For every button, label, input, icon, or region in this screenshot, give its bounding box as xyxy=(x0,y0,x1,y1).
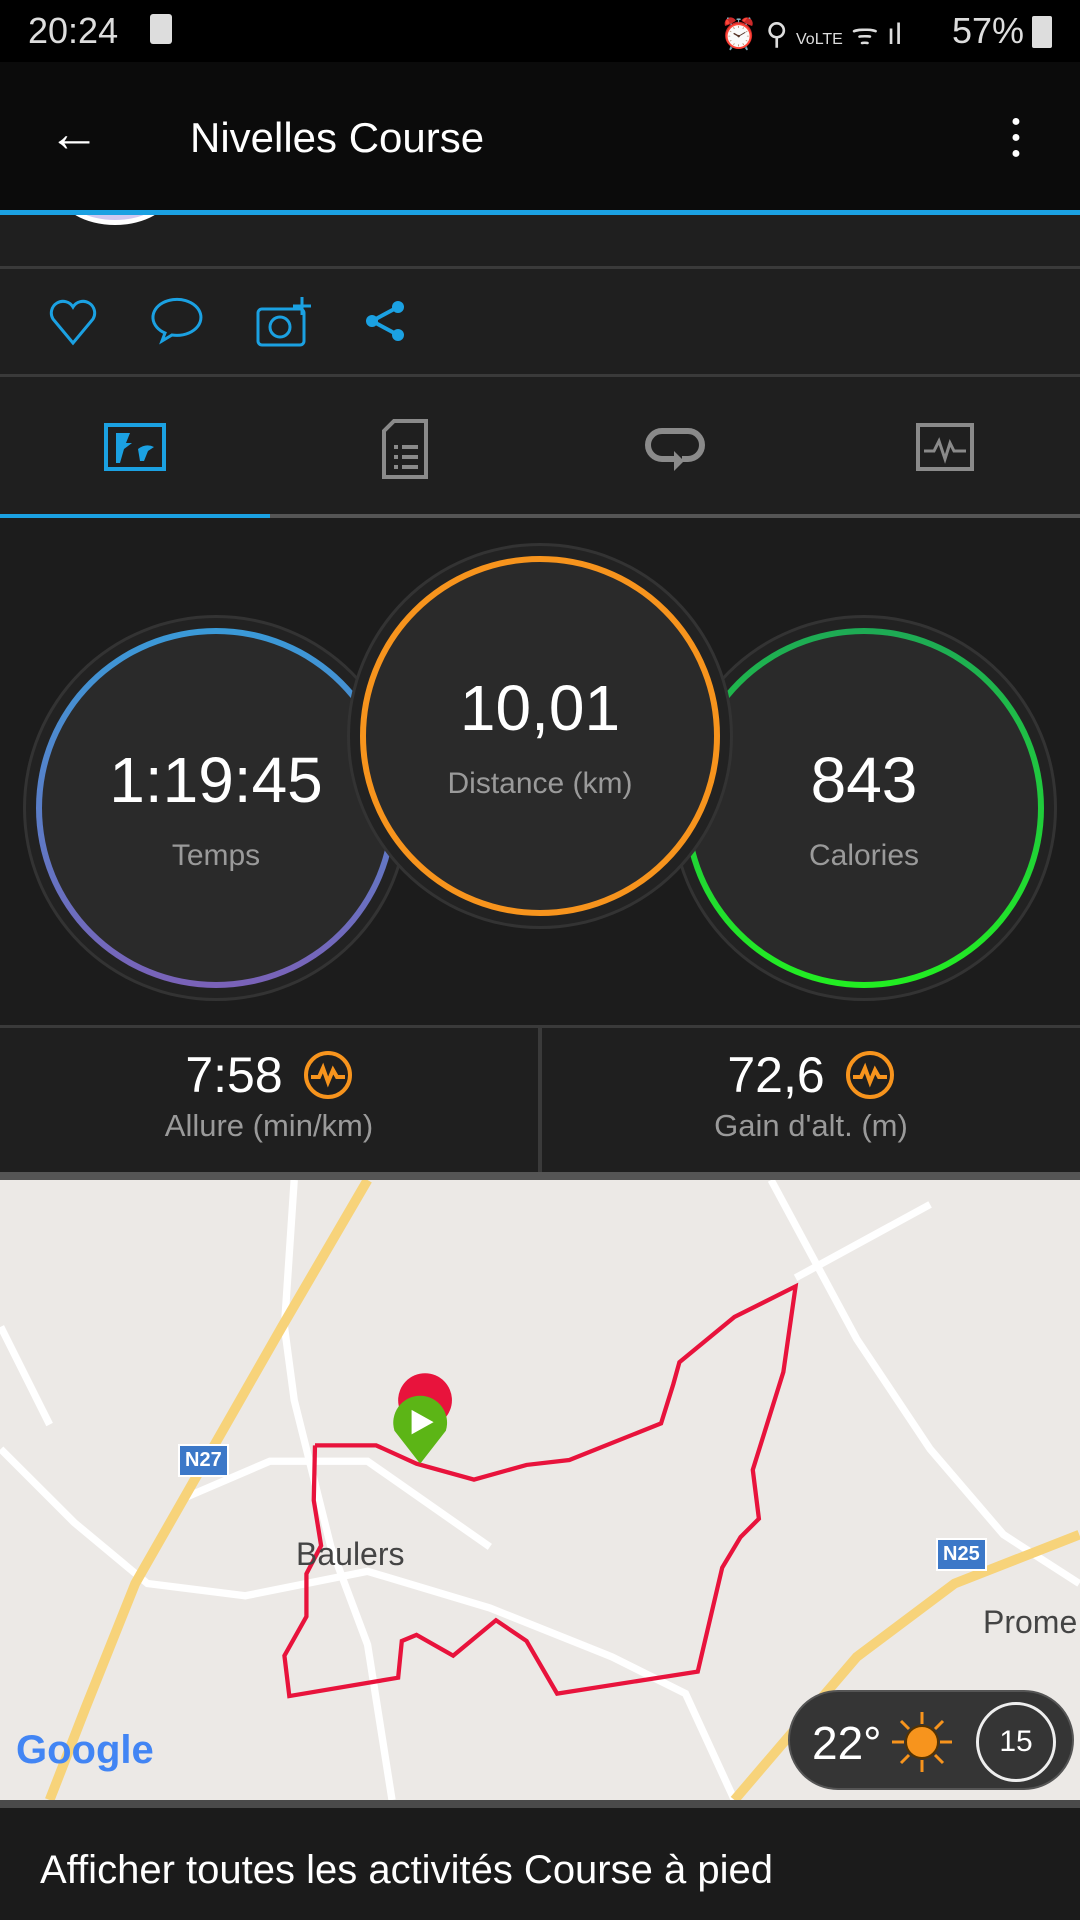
status-time: 20:24 xyxy=(28,10,119,51)
distance-circle: 10,01 Distance (km) xyxy=(360,556,720,916)
add-photo-icon[interactable] xyxy=(254,295,314,351)
road-label-n27: N27 xyxy=(178,1444,229,1477)
details-icon xyxy=(382,419,428,479)
header-accent-line xyxy=(0,210,1080,215)
tab-bar xyxy=(0,377,1080,515)
tab-laps[interactable] xyxy=(540,377,810,515)
elevation-label: Gain d'alt. (m) xyxy=(714,1108,908,1143)
town-label: Baulers xyxy=(296,1536,405,1572)
time-label: Temps xyxy=(171,839,261,872)
tab-track xyxy=(0,514,1080,518)
laps-icon xyxy=(645,428,705,471)
temperature: 22° xyxy=(812,1717,882,1769)
action-row xyxy=(0,269,1080,376)
wind-indicator: 15 xyxy=(976,1702,1056,1782)
elevation-value: 72,6 xyxy=(727,1047,825,1103)
app-bar: ← Nivelles Course ● ● ● xyxy=(0,62,1080,210)
elevation-metric[interactable]: 72,6 Gain d'alt. (m) xyxy=(542,1028,1080,1172)
time-value: 1:19:45 xyxy=(109,744,323,816)
pulse-icon xyxy=(303,1051,352,1099)
status-icons: ⏰ ⚲ VoLTE ᯤ ıl xyxy=(720,18,902,51)
chart-icon xyxy=(916,423,974,471)
page-title: Nivelles Course xyxy=(190,114,485,161)
map-canvas xyxy=(0,1180,1080,1800)
calories-value: 843 xyxy=(810,744,918,816)
divider xyxy=(0,1172,1080,1180)
start-marker-icon xyxy=(393,1395,448,1464)
more-options-icon[interactable]: ● ● ● xyxy=(1011,113,1021,162)
time-circle: 1:19:45 Temps xyxy=(36,628,396,988)
battery-icon xyxy=(1032,16,1052,48)
battery-percent: 57% xyxy=(952,10,1025,51)
tab-indicator xyxy=(0,514,270,518)
map-stats-icon xyxy=(104,423,166,471)
pulse-icon xyxy=(845,1051,894,1099)
comment-icon[interactable] xyxy=(150,297,204,349)
wind-speed: 15 xyxy=(999,1725,1033,1758)
divider xyxy=(0,1025,1080,1028)
share-icon[interactable] xyxy=(364,299,408,343)
pace-label: Allure (min/km) xyxy=(164,1108,374,1143)
divider xyxy=(0,374,1080,377)
heart-icon[interactable] xyxy=(48,299,98,347)
status-bar: 20:24 ⏰ ⚲ VoLTE ᯤ ıl 57% xyxy=(0,0,1080,62)
distance-label: Distance (km) xyxy=(447,767,633,800)
tab-charts[interactable] xyxy=(810,377,1080,515)
route-line xyxy=(282,1282,799,1699)
weather-badge: 22° 15 xyxy=(788,1690,1074,1790)
sun-icon xyxy=(892,1712,952,1772)
calories-label: Calories xyxy=(808,839,920,872)
pace-value: 7:58 xyxy=(185,1047,283,1103)
stats-panel: 1:19:45 Temps 843 Calories 10,01 Distanc… xyxy=(0,518,1080,1025)
calories-circle: 843 Calories xyxy=(684,628,1044,988)
metric-divider xyxy=(538,1028,542,1172)
pace-metric[interactable]: 7:58 Allure (min/km) xyxy=(0,1028,538,1172)
tab-overview[interactable] xyxy=(0,377,270,515)
road-label-n25: N25 xyxy=(936,1538,987,1571)
divider xyxy=(0,266,1080,269)
footer: Afficher toutes les activités Course à p… xyxy=(0,1800,1080,1920)
back-arrow-icon[interactable]: ← xyxy=(48,105,100,163)
tab-details[interactable] xyxy=(270,377,540,515)
distance-value: 10,01 xyxy=(459,672,621,744)
route-map[interactable]: N27 N25 Baulers Prome Google 22° 15 xyxy=(0,1180,1080,1800)
notification-icon xyxy=(150,14,172,44)
town-label-edge: Prome xyxy=(983,1604,1078,1640)
google-logo: Google xyxy=(16,1728,154,1772)
all-activities-link[interactable]: Afficher toutes les activités Course à p… xyxy=(40,1848,773,1892)
